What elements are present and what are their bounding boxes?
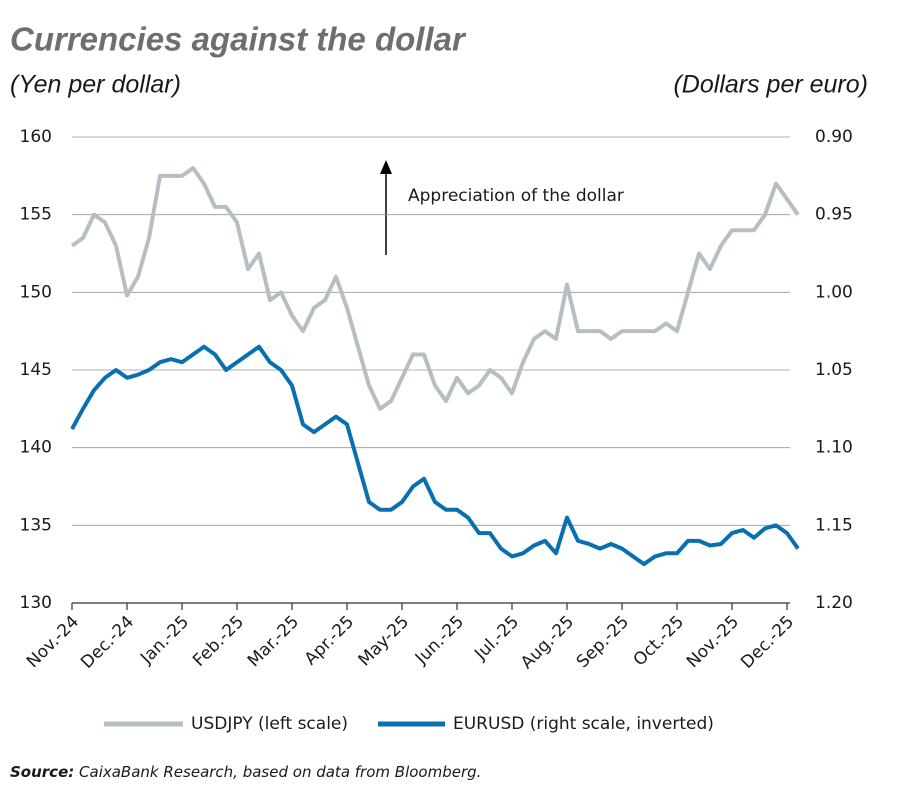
chart-title: Currencies against the dollar — [10, 21, 467, 58]
y-axis-label: (Yen per dollar) — [10, 71, 181, 99]
x-tick-label: Aug.-25 — [517, 612, 578, 673]
y-tick-label: 160 — [20, 127, 52, 147]
source-label: Source: — [10, 763, 74, 781]
x-tick-label: Jan.-25 — [136, 612, 193, 669]
x-tick-label: Jul.-25 — [470, 612, 523, 665]
x-tick-label: Apr.-25 — [301, 612, 358, 669]
y2-tick-label: 1.10 — [815, 438, 853, 458]
x-tick-label: Jun.-25 — [411, 612, 468, 669]
annotation: Appreciation of the dollar — [408, 186, 624, 206]
y2-tick-label: 1.15 — [815, 515, 853, 535]
x-tick-label: May-25 — [355, 612, 413, 670]
y2-axis-label: (Dollars per euro) — [673, 71, 868, 99]
annotation-arrowhead — [380, 160, 392, 174]
x-tick-label: Oct.-25 — [630, 612, 688, 670]
x-tick-label: Sep.-25 — [573, 612, 633, 672]
y2-tick-label: 1.05 — [815, 360, 853, 380]
x-tick-label: Dec.-24 — [77, 612, 138, 673]
x-tick-label: Feb.-25 — [189, 612, 248, 671]
source: Source: CaixaBank Research, based on dat… — [10, 763, 481, 781]
x-tick-label: Nov.-24 — [23, 612, 83, 672]
y2-tick-label: 0.90 — [815, 127, 853, 147]
series-line — [70, 166, 800, 411]
y-tick-label: 135 — [20, 515, 52, 535]
legend-label: USDJPY (left scale) — [191, 714, 348, 734]
source-text: CaixaBank Research, based on data from B… — [79, 763, 481, 781]
y-tick-label: 155 — [20, 205, 52, 225]
y-tick-label: 140 — [20, 438, 52, 458]
legend-label: EURUSD (right scale, inverted) — [453, 714, 714, 734]
y2-tick-label: 1.20 — [815, 593, 853, 613]
y2-tick-label: 1.00 — [815, 282, 853, 302]
x-tick-label: Mar.-25 — [244, 612, 303, 671]
x-tick-label: Dec.-25 — [737, 612, 798, 673]
y-tick-label: 150 — [20, 282, 52, 302]
x-tick-label: Nov.-25 — [683, 612, 743, 672]
y-tick-label: 130 — [20, 593, 52, 613]
series-line — [70, 344, 800, 567]
y2-tick-label: 0.95 — [815, 205, 853, 225]
y-tick-label: 145 — [20, 360, 52, 380]
